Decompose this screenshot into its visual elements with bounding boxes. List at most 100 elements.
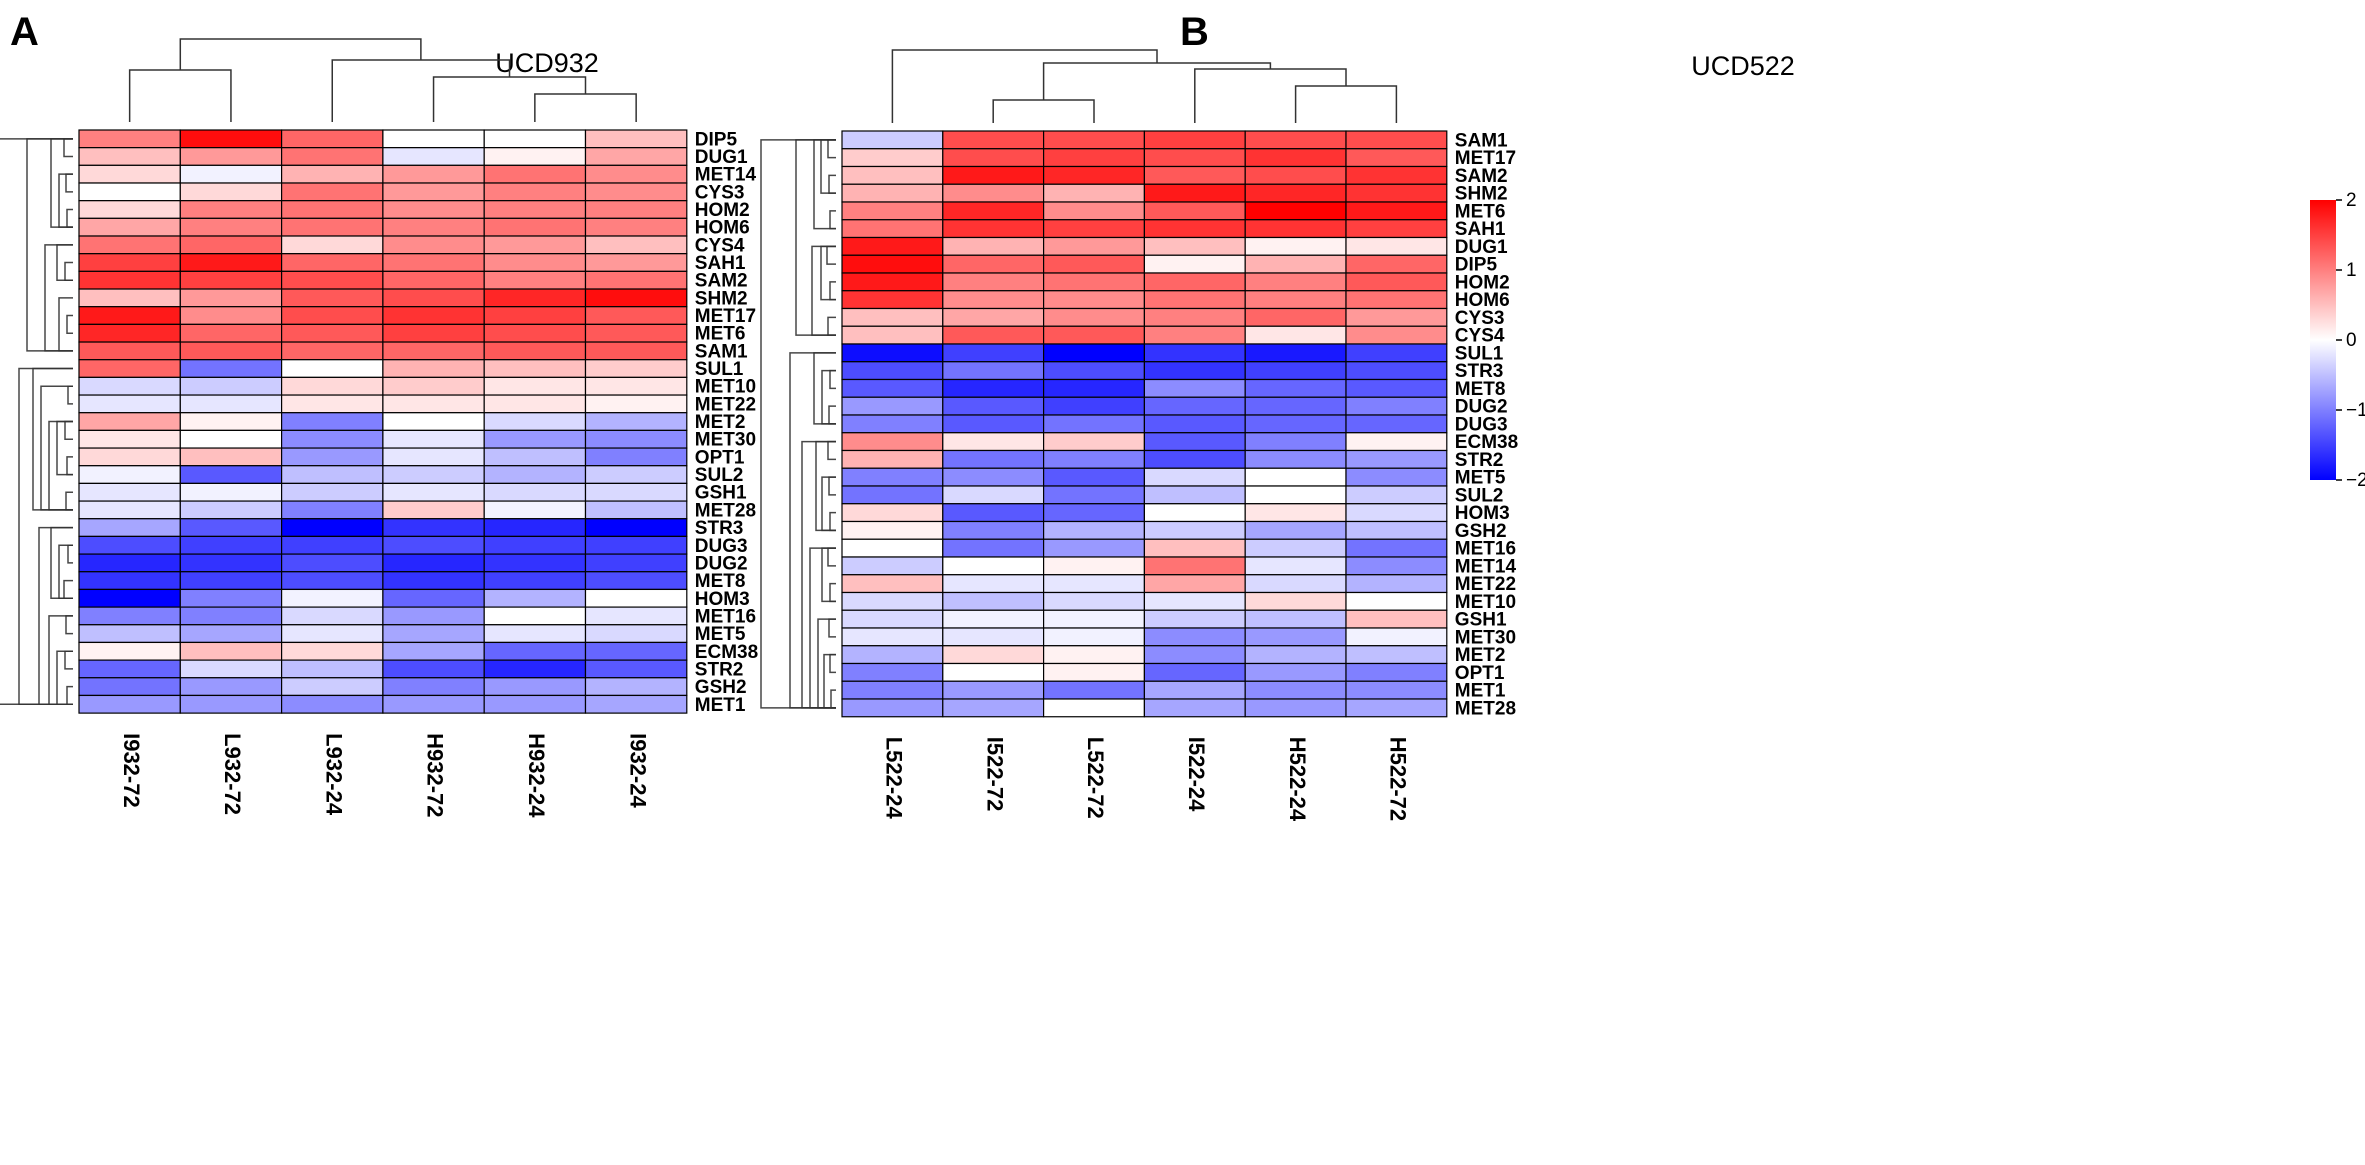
heatmap-cell bbox=[584, 500, 688, 520]
heatmap-cell bbox=[841, 520, 944, 540]
heatmap-cell bbox=[281, 288, 384, 308]
heatmap-cell bbox=[1244, 556, 1347, 576]
heatmap-cell bbox=[179, 235, 283, 255]
heatmap-cell bbox=[584, 306, 688, 325]
row-label: GSH2 bbox=[695, 677, 747, 698]
heatmap-cell bbox=[382, 394, 485, 414]
color-scale-legend: 2 1 0 −1 −2 bbox=[2310, 190, 2365, 491]
heatmap-cell bbox=[584, 694, 688, 714]
heatmap-cell bbox=[281, 235, 384, 255]
dendrogram-branch bbox=[128, 69, 232, 122]
heatmap-cell bbox=[841, 201, 944, 221]
heatmap-cell bbox=[78, 482, 181, 502]
heatmap-cell bbox=[1345, 219, 1448, 239]
heatmap-cell bbox=[1244, 272, 1347, 292]
heatmap-cell bbox=[179, 500, 283, 520]
heatmap-cell bbox=[382, 270, 485, 290]
heatmap-cell bbox=[78, 323, 181, 343]
heatmap-cell bbox=[841, 325, 944, 345]
heatmap-cell bbox=[841, 378, 944, 398]
heatmap-cell bbox=[1345, 680, 1448, 700]
heatmap-cell bbox=[942, 680, 1045, 700]
heatmap-cell bbox=[483, 535, 587, 555]
dendrogram-branch bbox=[828, 618, 836, 638]
heatmap-cell bbox=[1244, 378, 1347, 398]
heatmap-cell bbox=[841, 183, 944, 203]
column-dendrogram-a bbox=[128, 38, 637, 122]
heatmap-cell bbox=[281, 571, 384, 591]
row-dendrogram-a bbox=[0, 138, 73, 706]
heatmap-cell bbox=[1345, 591, 1448, 611]
row-label: DUG1 bbox=[695, 147, 748, 168]
column-label: I522-72 bbox=[982, 737, 1007, 812]
heatmap-cell bbox=[1244, 254, 1347, 274]
heatmap-cell bbox=[179, 306, 283, 325]
heatmap-cell bbox=[382, 694, 485, 714]
heatmap-cell bbox=[942, 520, 1045, 540]
heatmap-cell bbox=[942, 591, 1045, 611]
heatmap-cell bbox=[584, 235, 688, 255]
heatmap-cell bbox=[78, 129, 181, 149]
heatmap-cell bbox=[584, 659, 688, 679]
heatmap-cell bbox=[483, 164, 587, 184]
row-label: MET5 bbox=[695, 624, 746, 645]
heatmap-cell bbox=[281, 641, 384, 661]
heatmap-cell bbox=[841, 503, 944, 523]
heatmap-cell bbox=[1244, 307, 1347, 327]
heatmap-cell bbox=[179, 535, 283, 555]
heatmap-cell bbox=[1042, 272, 1145, 292]
heatmap-cell bbox=[584, 429, 688, 449]
heatmap-cell bbox=[483, 641, 587, 661]
heatmap-cell bbox=[1345, 414, 1448, 434]
row-dendrogram-b bbox=[760, 139, 836, 709]
heatmap-cell bbox=[179, 394, 283, 414]
heatmap-cell bbox=[78, 694, 181, 714]
heatmap-cell bbox=[382, 323, 485, 343]
heatmap-cell bbox=[1042, 574, 1145, 594]
heatmap-cell bbox=[483, 288, 587, 308]
heatmap-cell bbox=[179, 694, 283, 714]
heatmap-cell bbox=[179, 606, 283, 626]
row-label: MET2 bbox=[695, 412, 746, 433]
row-label: SUL2 bbox=[1455, 485, 1504, 506]
heatmap-cell bbox=[382, 341, 485, 361]
row-label: CYS3 bbox=[1455, 308, 1505, 329]
column-dendrogram-b bbox=[891, 49, 1398, 123]
column-label: H932-72 bbox=[423, 733, 448, 817]
row-label: GSH2 bbox=[1455, 521, 1507, 542]
heatmap-cell bbox=[281, 270, 384, 290]
heatmap-cell bbox=[942, 485, 1045, 505]
heatmap-cell bbox=[1244, 290, 1347, 310]
dendrogram-branch bbox=[811, 245, 836, 336]
heatmap-cell bbox=[584, 217, 688, 237]
column-label: H932-24 bbox=[524, 733, 549, 818]
heatmap-cell bbox=[1042, 290, 1145, 310]
row-label: HOM3 bbox=[1455, 503, 1510, 524]
dendrogram-branch bbox=[821, 547, 836, 603]
heatmap-cell bbox=[382, 553, 485, 573]
heatmap-cell bbox=[281, 306, 384, 325]
row-labels-a: DIP5DUG1MET14CYS3HOM2HOM6CYS4SAH1SAM2SHM… bbox=[695, 129, 758, 715]
heatmap-cell bbox=[179, 659, 283, 679]
heatmap-cell bbox=[179, 323, 283, 343]
heatmap-cell bbox=[281, 535, 384, 555]
heatmap-cell bbox=[584, 182, 688, 202]
heatmap-cell bbox=[942, 396, 1045, 416]
heatmap-cell bbox=[1042, 396, 1145, 416]
row-label: SAM1 bbox=[1455, 130, 1508, 151]
heatmap-cell bbox=[483, 235, 587, 255]
heatmap-cell bbox=[942, 645, 1045, 665]
heatmap-cell bbox=[78, 147, 181, 166]
row-label: HOM6 bbox=[695, 218, 750, 239]
heatmap-cell bbox=[483, 518, 587, 538]
heatmap-cell bbox=[1042, 254, 1145, 274]
heatmap-cell bbox=[281, 500, 384, 520]
heatmap-cell bbox=[841, 254, 944, 274]
row-label: MET1 bbox=[1455, 681, 1506, 702]
heatmap-cell bbox=[1042, 130, 1145, 150]
dendrogram-branch bbox=[829, 511, 836, 532]
heatmap-cell bbox=[281, 465, 384, 485]
heatmap-cell bbox=[1244, 325, 1347, 345]
heatmap-cell bbox=[584, 200, 688, 219]
heatmap-cell bbox=[78, 341, 181, 361]
